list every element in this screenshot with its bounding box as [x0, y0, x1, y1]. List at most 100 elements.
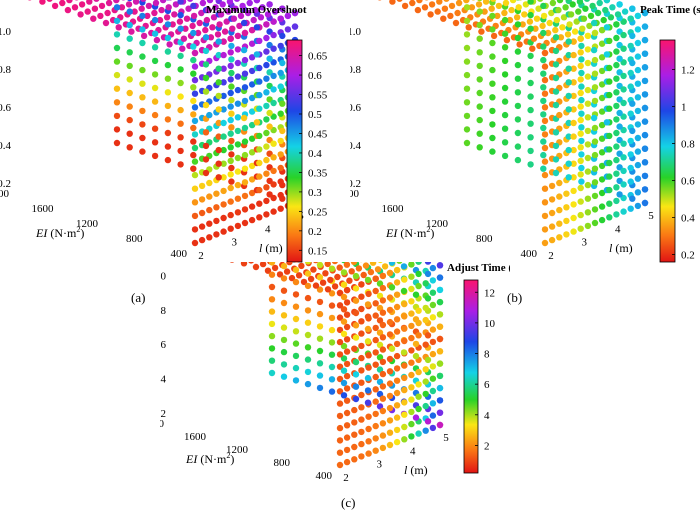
data-point	[641, 77, 649, 85]
data-point	[248, 26, 256, 34]
data-point	[540, 84, 547, 91]
data-point	[552, 169, 560, 177]
data-point	[527, 93, 534, 100]
data-point	[228, 137, 235, 145]
data-point	[279, 100, 286, 107]
data-point	[227, 76, 234, 83]
data-point	[190, 97, 197, 105]
data-point	[280, 373, 288, 380]
data-point	[343, 262, 351, 268]
data-point	[334, 273, 341, 281]
data-point	[322, 270, 329, 277]
data-point	[634, 161, 642, 169]
data-point	[352, 272, 360, 280]
data-point	[358, 428, 365, 436]
data-point	[202, 156, 210, 163]
data-point	[227, 130, 234, 137]
z-tick-label: 0.4	[160, 374, 167, 386]
data-point	[220, 174, 227, 181]
data-point	[198, 209, 206, 217]
data-point	[176, 18, 184, 25]
data-point	[202, 61, 210, 68]
data-point	[328, 339, 336, 346]
data-point	[436, 274, 444, 281]
data-point	[291, 23, 299, 30]
data-point	[351, 406, 358, 414]
data-point	[570, 133, 577, 140]
colorbar-tick-label: 12	[484, 287, 495, 299]
data-point	[584, 73, 592, 80]
data-point	[374, 266, 382, 273]
data-point	[576, 0, 584, 5]
data-point	[241, 29, 249, 37]
data-point	[641, 186, 649, 193]
x-tick-label: 3	[582, 237, 588, 249]
data-point	[241, 138, 249, 145]
data-point	[206, 234, 213, 241]
data-point	[401, 374, 408, 382]
data-point	[219, 1, 226, 8]
data-point	[613, 102, 620, 110]
data-point	[408, 359, 415, 366]
data-point	[328, 265, 336, 272]
data-point	[268, 345, 276, 352]
data-point	[316, 372, 324, 379]
data-point	[634, 12, 642, 20]
data-point	[248, 189, 256, 197]
data-point	[191, 171, 199, 179]
data-point	[570, 119, 577, 127]
data-point	[634, 121, 642, 128]
data-point	[598, 54, 606, 61]
data-point	[177, 134, 184, 141]
data-point	[164, 34, 172, 42]
data-point	[252, 263, 260, 271]
data-point	[138, 5, 145, 12]
data-point	[476, 116, 483, 124]
data-point	[518, 0, 523, 1]
data-point	[429, 363, 437, 370]
data-point	[620, 167, 627, 175]
data-point	[606, 159, 613, 167]
data-point	[591, 219, 599, 227]
data-point	[436, 372, 444, 380]
data-point	[263, 48, 270, 55]
data-point	[436, 323, 444, 330]
data-point	[627, 42, 634, 50]
data-point	[408, 262, 415, 268]
y-tick-label: 1600	[184, 431, 207, 443]
data-point	[151, 84, 159, 92]
data-point	[422, 402, 429, 410]
data-point	[596, 0, 603, 7]
data-point	[263, 143, 270, 150]
data-point	[584, 127, 592, 135]
data-point	[565, 79, 572, 86]
data-point	[476, 21, 483, 29]
data-point	[501, 111, 509, 119]
data-point	[584, 222, 592, 230]
data-point	[127, 0, 133, 2]
data-point	[266, 55, 273, 62]
data-point	[277, 15, 284, 22]
data-point	[191, 226, 199, 233]
data-point	[591, 56, 599, 64]
data-point	[234, 209, 242, 216]
data-point	[336, 338, 344, 346]
data-point	[227, 49, 234, 56]
data-point	[613, 184, 620, 191]
data-point	[214, 31, 222, 38]
data-point	[584, 0, 590, 2]
data-point	[372, 410, 379, 418]
data-point	[381, 263, 389, 270]
data-point	[206, 111, 213, 119]
data-point	[158, 6, 165, 14]
data-point	[151, 71, 159, 78]
data-point	[613, 34, 620, 42]
data-point	[256, 132, 263, 140]
data-point	[476, 144, 483, 151]
data-point	[364, 276, 372, 284]
data-point	[372, 349, 379, 356]
data-point	[516, 41, 523, 48]
data-point	[641, 159, 649, 166]
data-point	[228, 178, 235, 185]
